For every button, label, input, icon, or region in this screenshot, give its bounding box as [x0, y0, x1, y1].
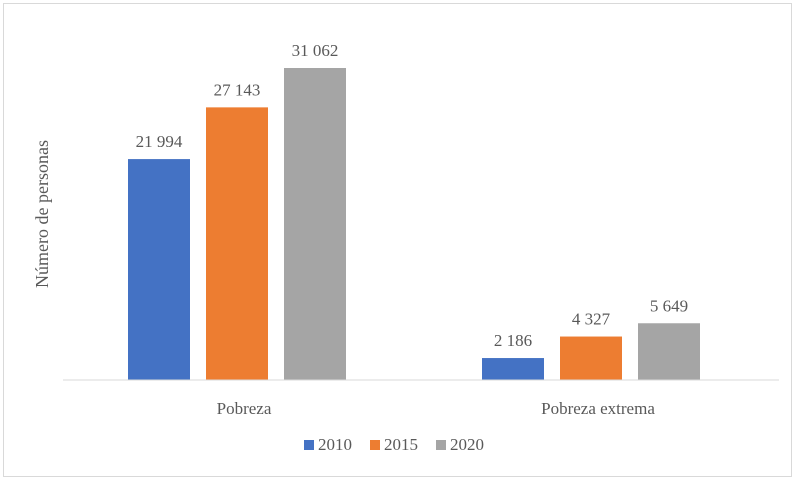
- bar-2015-pobreza-extrema: [560, 336, 622, 380]
- category-label: Pobreza extrema: [541, 399, 655, 418]
- legend-label-2020: 2020: [450, 435, 484, 454]
- bar-2020-pobreza-extrema: [638, 323, 700, 380]
- bar-2015-pobreza: [206, 107, 268, 381]
- legend-label-2010: 2010: [318, 435, 352, 454]
- bar-chart: Número de personas 21 994 2 186 27 143 4 32…: [32, 41, 779, 454]
- bar-2010-pobreza: [128, 159, 190, 380]
- category-label: Pobreza: [217, 399, 272, 418]
- y-axis-label: Número de personas: [32, 140, 52, 288]
- bar-2010-pobreza-extrema: [482, 358, 544, 380]
- legend-swatch-2015: [370, 440, 380, 450]
- chart-frame: Número de personas 21 994 2 186 27 143 4 32…: [3, 3, 792, 477]
- data-label: 21 994: [136, 132, 183, 151]
- data-label: 27 143: [214, 80, 261, 99]
- legend-swatch-2020: [436, 440, 446, 450]
- legend-label-2015: 2015: [384, 435, 418, 454]
- bar-2020-pobreza: [284, 68, 346, 380]
- data-label: 4 327: [572, 310, 611, 329]
- data-label: 2 186: [494, 331, 532, 350]
- data-label: 31 062: [292, 41, 339, 60]
- legend-swatch-2010: [304, 440, 314, 450]
- data-label: 5 649: [650, 296, 688, 315]
